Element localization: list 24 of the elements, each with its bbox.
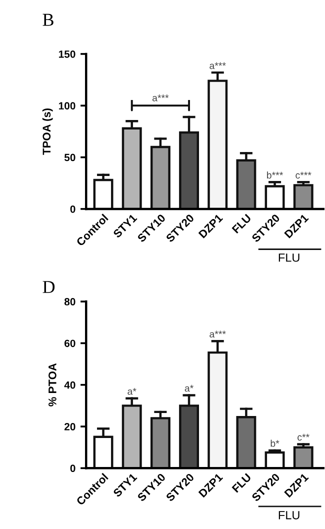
y-tick-label: 0 — [70, 205, 76, 213]
y-tick-label: 80 — [64, 298, 76, 306]
y-tick-label: 20 — [64, 423, 76, 430]
chart-title: D — [42, 281, 55, 293]
annotation: a*** — [210, 62, 226, 70]
annotation: b* — [270, 440, 280, 447]
y-tick-label: 50 — [64, 154, 76, 162]
annotation: a*** — [152, 94, 169, 102]
y-tick-label: 0 — [70, 464, 76, 472]
y-tick-label: 150 — [58, 50, 76, 58]
y-axis-title: TPOA (s) — [42, 108, 53, 155]
y-axis-title: % PTOA — [48, 363, 56, 406]
annotation: b*** — [267, 171, 284, 179]
text: FLU — [278, 254, 300, 262]
y-tick-label: 100 — [58, 102, 76, 110]
text: FLU — [278, 511, 300, 520]
chart-title: B — [42, 14, 54, 26]
annotation: c*** — [296, 172, 312, 179]
annotation: a* — [128, 388, 136, 395]
annotation: a*** — [210, 330, 226, 338]
annotation: c** — [298, 434, 310, 441]
annotation: a* — [184, 384, 194, 392]
y-tick-label: 40 — [64, 381, 76, 389]
y-tick-label: 60 — [64, 340, 76, 348]
